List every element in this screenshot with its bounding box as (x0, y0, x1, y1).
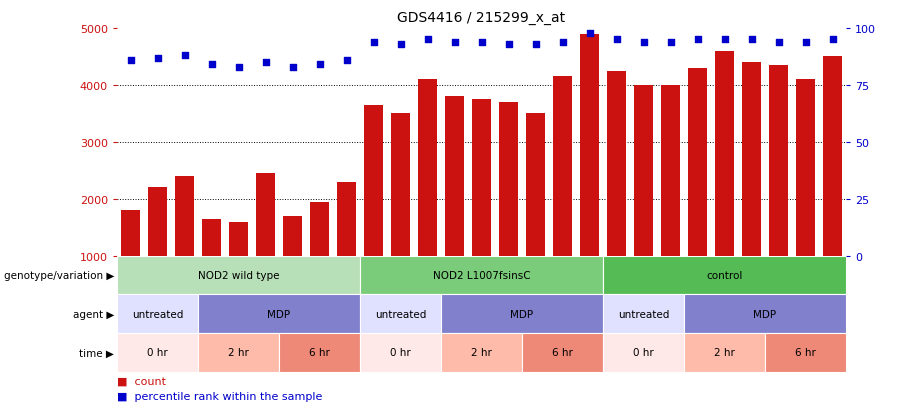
Point (528, 41, 543, 48)
Text: 0 hr: 0 hr (633, 347, 654, 357)
Point (474, 39, 489, 46)
Bar (310, 202, 329, 256)
Point (285, 64, 300, 71)
Bar (256, 174, 275, 256)
Point (312, 62, 327, 69)
Point (393, 41, 408, 48)
Point (501, 41, 516, 48)
Bar (684, 333, 765, 372)
Bar (580, 35, 598, 256)
Point (123, 57, 138, 64)
Bar (769, 66, 788, 256)
Text: control: control (706, 271, 742, 280)
Bar (175, 177, 194, 256)
Bar (364, 106, 383, 256)
Bar (198, 294, 360, 333)
Text: 0 hr: 0 hr (390, 347, 411, 357)
Point (636, 39, 651, 46)
Point (825, 37, 840, 43)
Point (150, 55, 165, 62)
Point (798, 39, 813, 46)
Bar (360, 333, 441, 372)
Bar (603, 294, 684, 333)
Bar (418, 80, 437, 256)
Bar (765, 333, 846, 372)
Bar (198, 333, 279, 372)
Text: agent ▶: agent ▶ (73, 309, 114, 319)
Bar (603, 256, 846, 294)
Point (420, 37, 435, 43)
Text: untreated: untreated (374, 309, 427, 319)
Bar (441, 294, 603, 333)
Text: MDP: MDP (753, 309, 777, 319)
Bar (121, 211, 140, 256)
Bar (441, 333, 522, 372)
Text: MDP: MDP (267, 309, 291, 319)
Bar (526, 114, 544, 256)
Point (663, 39, 678, 46)
Bar (279, 333, 360, 372)
Bar (742, 63, 760, 256)
Text: 2 hr: 2 hr (714, 347, 735, 357)
Text: 2 hr: 2 hr (471, 347, 492, 357)
Bar (634, 85, 652, 256)
Point (204, 62, 219, 69)
Text: 6 hr: 6 hr (795, 347, 816, 357)
Bar (117, 294, 198, 333)
Text: untreated: untreated (617, 309, 670, 319)
Bar (229, 222, 248, 256)
Bar (391, 114, 410, 256)
Text: genotype/variation ▶: genotype/variation ▶ (4, 271, 114, 280)
Point (609, 37, 624, 43)
Point (177, 53, 192, 59)
Bar (283, 216, 302, 256)
Point (231, 64, 246, 71)
Bar (148, 188, 167, 256)
Text: NOD2 wild type: NOD2 wild type (198, 271, 279, 280)
Bar (522, 333, 603, 372)
Bar (117, 256, 360, 294)
Text: 0 hr: 0 hr (147, 347, 168, 357)
Point (744, 37, 759, 43)
Bar (553, 77, 572, 256)
Point (366, 39, 381, 46)
Bar (603, 333, 684, 372)
Text: 6 hr: 6 hr (309, 347, 330, 357)
Point (555, 39, 570, 46)
Bar (688, 69, 707, 256)
Bar (684, 294, 846, 333)
Bar (499, 103, 518, 256)
Text: NOD2 L1007fsinsC: NOD2 L1007fsinsC (433, 271, 530, 280)
Text: time ▶: time ▶ (79, 347, 114, 357)
Point (771, 39, 786, 46)
Bar (360, 294, 441, 333)
Point (582, 30, 597, 37)
Point (339, 57, 354, 64)
Text: MDP: MDP (510, 309, 534, 319)
Bar (796, 80, 815, 256)
Bar (117, 333, 198, 372)
Bar (360, 256, 603, 294)
Text: ■  percentile rank within the sample: ■ percentile rank within the sample (117, 391, 322, 401)
Point (447, 39, 462, 46)
Bar (202, 219, 221, 256)
Point (690, 37, 705, 43)
Bar (445, 97, 464, 256)
Bar (715, 52, 733, 256)
Bar (607, 71, 625, 256)
Text: untreated: untreated (131, 309, 184, 319)
Point (258, 59, 273, 66)
Text: 6 hr: 6 hr (552, 347, 573, 357)
Text: ■  count: ■ count (117, 376, 166, 386)
Bar (661, 85, 680, 256)
Bar (472, 100, 491, 256)
Bar (823, 57, 842, 256)
Point (717, 37, 732, 43)
Text: 2 hr: 2 hr (228, 347, 249, 357)
Title: GDS4416 / 215299_x_at: GDS4416 / 215299_x_at (398, 11, 565, 25)
Bar (337, 182, 356, 256)
